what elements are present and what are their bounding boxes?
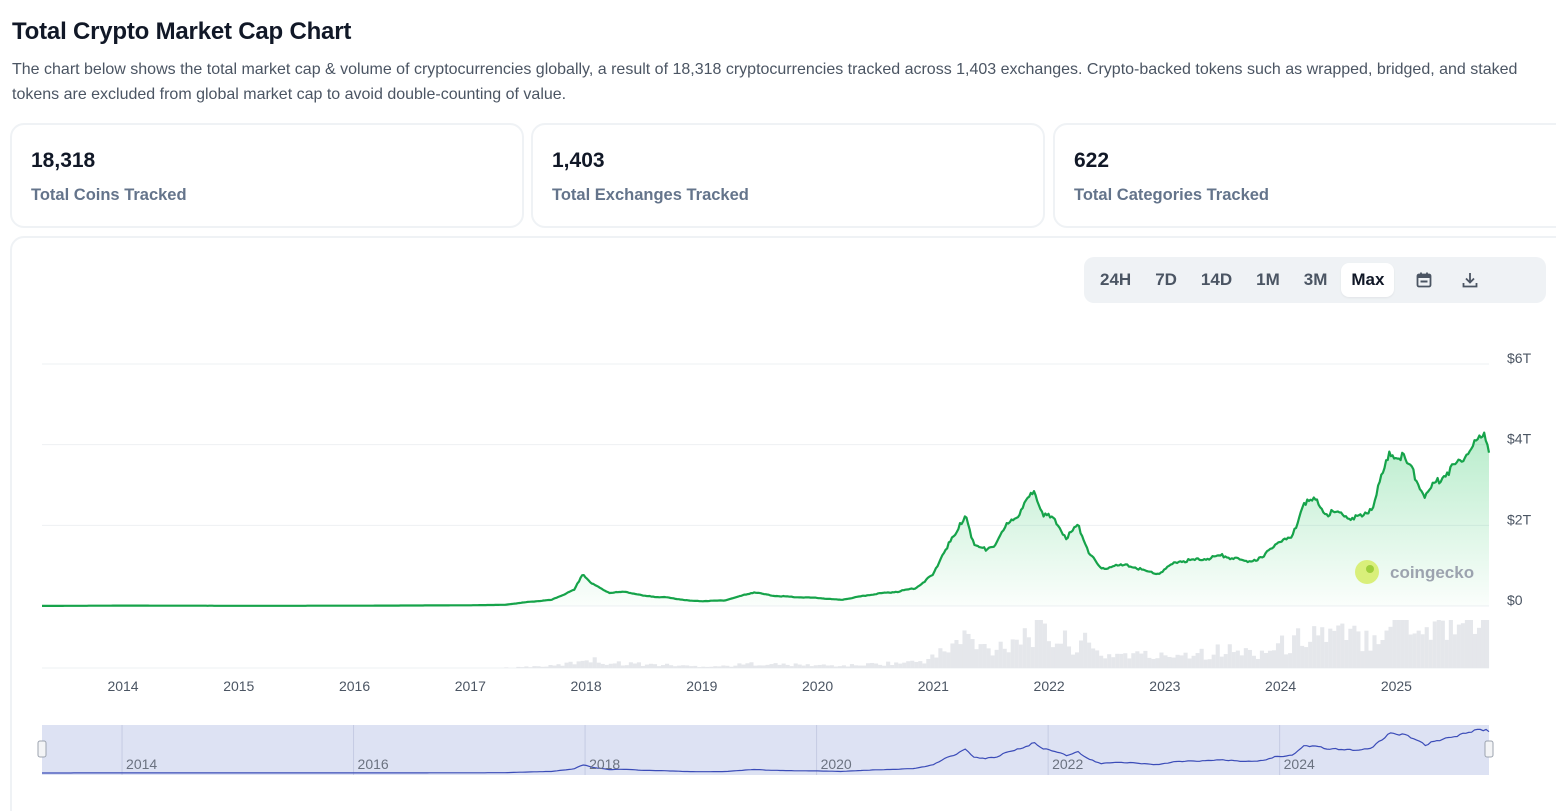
stat-value: 622 — [1074, 149, 1110, 172]
chart-panel — [10, 236, 1556, 811]
range-14d-button[interactable]: 14D — [1191, 263, 1242, 297]
range-1m-button[interactable]: 1M — [1246, 263, 1290, 297]
stat-card-categories: 622 Total Categories Tracked — [1053, 123, 1556, 228]
stat-label: Total Categories Tracked — [1074, 186, 1270, 204]
download-icon — [1463, 273, 1478, 288]
page-title: Total Crypto Market Cap Chart — [12, 18, 352, 45]
stat-value: 1,403 — [552, 149, 605, 172]
time-range-selector: 24H 7D 14D 1M 3M Max — [1084, 257, 1546, 303]
range-7d-button[interactable]: 7D — [1145, 263, 1187, 297]
stat-value: 18,318 — [31, 149, 96, 172]
range-24h-button[interactable]: 24H — [1090, 263, 1141, 297]
range-3m-button[interactable]: 3M — [1294, 263, 1338, 297]
calendar-icon — [1417, 272, 1432, 288]
stat-card-coins: 18,318 Total Coins Tracked — [10, 123, 524, 228]
navigator-right-handle[interactable] — [1484, 740, 1494, 758]
stat-label: Total Coins Tracked — [31, 186, 187, 204]
navigator-left-handle[interactable] — [37, 740, 47, 758]
download-button[interactable] — [1450, 263, 1490, 297]
range-max-button[interactable]: Max — [1341, 263, 1395, 297]
stat-label: Total Exchanges Tracked — [552, 186, 749, 204]
date-picker-button[interactable] — [1404, 263, 1444, 297]
stat-card-exchanges: 1,403 Total Exchanges Tracked — [531, 123, 1045, 228]
page-description: The chart below shows the total market c… — [12, 61, 1518, 103]
